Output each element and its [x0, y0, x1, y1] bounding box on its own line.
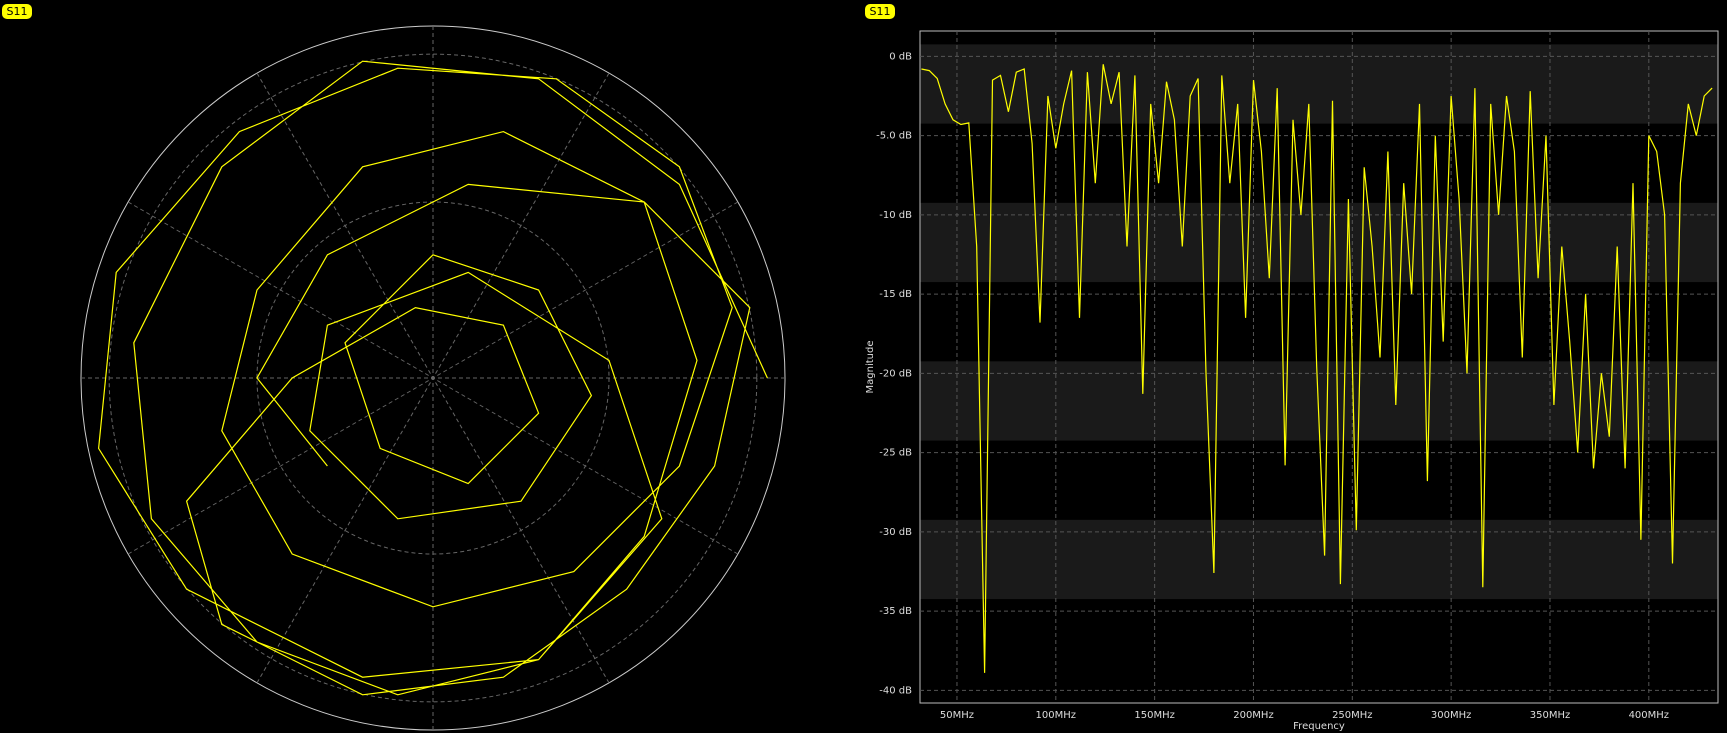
y-tick-label: -35 dB — [879, 606, 912, 617]
grid-band — [920, 519, 1718, 600]
x-tick-label: 50MHz — [940, 710, 974, 721]
plot-frame — [919, 30, 1719, 704]
trace-badge — [2, 4, 32, 19]
y-axis-label: Magnitude — [865, 341, 876, 394]
y-tick-label: -25 dB — [879, 448, 912, 459]
x-tick-label: 250MHz — [1332, 710, 1372, 721]
x-tick-label: 400MHz — [1629, 710, 1669, 721]
grid-band — [920, 44, 1718, 124]
y-tick-label: 0 dB — [889, 51, 912, 62]
x-tick-label: 150MHz — [1134, 710, 1174, 721]
y-tick-label: -30 dB — [879, 527, 912, 538]
x-tick-label: 350MHz — [1530, 710, 1570, 721]
trace-name: S11 — [7, 5, 28, 18]
trace-name: S11 — [870, 5, 891, 18]
y-tick-label: -5.0 dB — [876, 131, 912, 142]
grid-line — [127, 201, 739, 555]
grid-band — [920, 202, 1718, 283]
y-tick-label: -10 dB — [879, 210, 912, 221]
y-tick-label: -20 dB — [879, 368, 912, 379]
x-tick-label: 100MHz — [1036, 710, 1076, 721]
trace — [921, 64, 1713, 673]
trace-badge — [865, 4, 895, 19]
x-tick-label: 200MHz — [1233, 710, 1273, 721]
x-axis-label: Frequency — [1293, 721, 1345, 732]
x-tick-label: 300MHz — [1431, 710, 1471, 721]
y-tick-label: -40 dB — [879, 685, 912, 696]
trace — [97, 60, 768, 696]
y-tick-label: -15 dB — [879, 289, 912, 300]
